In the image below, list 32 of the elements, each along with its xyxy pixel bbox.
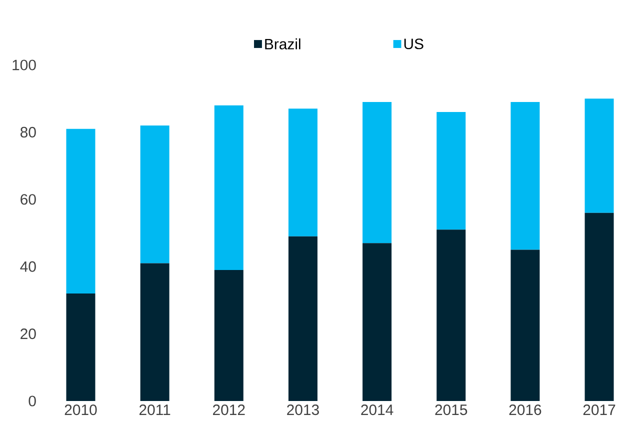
bar	[584, 98, 614, 213]
bar	[288, 236, 318, 401]
x-tick-label: 2017	[583, 404, 616, 416]
bar	[214, 270, 244, 401]
bar	[436, 112, 466, 230]
y-tick-label: 60	[20, 194, 36, 205]
x-tick-label: 2010	[64, 404, 97, 416]
bar	[288, 108, 318, 236]
bar	[584, 212, 614, 401]
x-tick-label: 2016	[509, 404, 542, 416]
y-tick-label: 100	[12, 60, 36, 70]
y-tick-label: 0	[28, 396, 36, 406]
legend-label: Brazil	[265, 38, 300, 50]
x-tick-label: 2014	[361, 404, 394, 416]
bar	[140, 263, 170, 401]
x-tick-label: 2011	[140, 404, 170, 416]
x-tick-label: 2015	[435, 404, 468, 416]
bar	[436, 230, 466, 401]
bar	[510, 102, 540, 250]
x-tick-label: 2012	[213, 404, 245, 416]
y-tick-label: 80	[20, 126, 36, 138]
legend-label: US	[404, 38, 424, 50]
bar	[66, 293, 96, 401]
y-tick-label: 20	[20, 328, 36, 340]
bar	[140, 125, 170, 264]
bar	[214, 105, 244, 270]
bar	[362, 243, 392, 401]
y-tick-label: 40	[20, 261, 36, 272]
bar	[510, 250, 540, 401]
bar	[66, 128, 96, 294]
x-tick-label: 2013	[287, 404, 319, 416]
bar	[362, 102, 392, 244]
